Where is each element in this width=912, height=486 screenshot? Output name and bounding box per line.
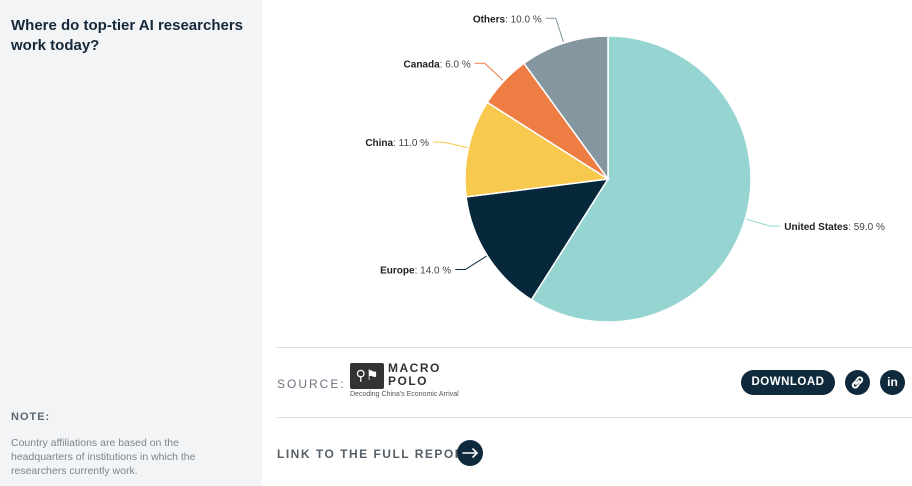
logo-mark-icon: ⚲⚑: [350, 363, 384, 389]
copy-link-button[interactable]: [845, 370, 870, 395]
pie-data-label: Others: 10.0 %: [473, 14, 542, 25]
source-label: SOURCE:: [277, 377, 346, 391]
logo-tagline: Decoding China's Economic Arrival: [350, 391, 459, 398]
pie-slice-others[interactable]: [522, 35, 609, 182]
pie-connector-others: [545, 17, 564, 43]
pie-chart: United States: 59.0 % Europe: 14.0 % China…: [365, 14, 885, 323]
pie-connector-canada: [474, 62, 504, 81]
divider-bottom: [277, 417, 912, 418]
pie-slice-china[interactable]: [464, 101, 611, 198]
macro-polo-logo[interactable]: ⚲⚑ MACRO POLO Decoding China's Economic …: [350, 361, 480, 401]
pie-data-label: United States: 59.0 %: [784, 222, 885, 233]
pie-data-label: Canada: 6.0 %: [404, 59, 471, 70]
pie-connector-united-states: [746, 218, 781, 227]
full-report-link[interactable]: LINK TO THE FULL REPORT: [277, 447, 474, 461]
note-text: Country affiliations are based on the he…: [11, 437, 196, 477]
sidebar: Where do top-tier AI researchers work to…: [0, 0, 262, 486]
pie-connector-europe: [455, 255, 487, 271]
pie-data-label: Europe: 14.0 %: [380, 266, 451, 277]
note-label: NOTE:: [11, 411, 51, 423]
arrow-right-icon: [462, 448, 478, 458]
logo-name: MACRO POLO: [388, 361, 441, 388]
linkedin-icon: in: [887, 375, 898, 389]
linkedin-button[interactable]: in: [880, 370, 905, 395]
pie-slice-europe[interactable]: [465, 178, 610, 301]
download-button[interactable]: DOWNLOAD: [741, 370, 835, 395]
link-icon: [851, 376, 864, 389]
pie-connector-china: [433, 141, 468, 149]
chart-title: Where do top-tier AI researchers work to…: [11, 17, 244, 54]
pie-data-label: China: 11.0 %: [365, 138, 429, 149]
full-report-arrow-button[interactable]: [457, 440, 483, 466]
pie-slice-united-states[interactable]: [530, 35, 752, 323]
divider-top: [277, 347, 912, 348]
